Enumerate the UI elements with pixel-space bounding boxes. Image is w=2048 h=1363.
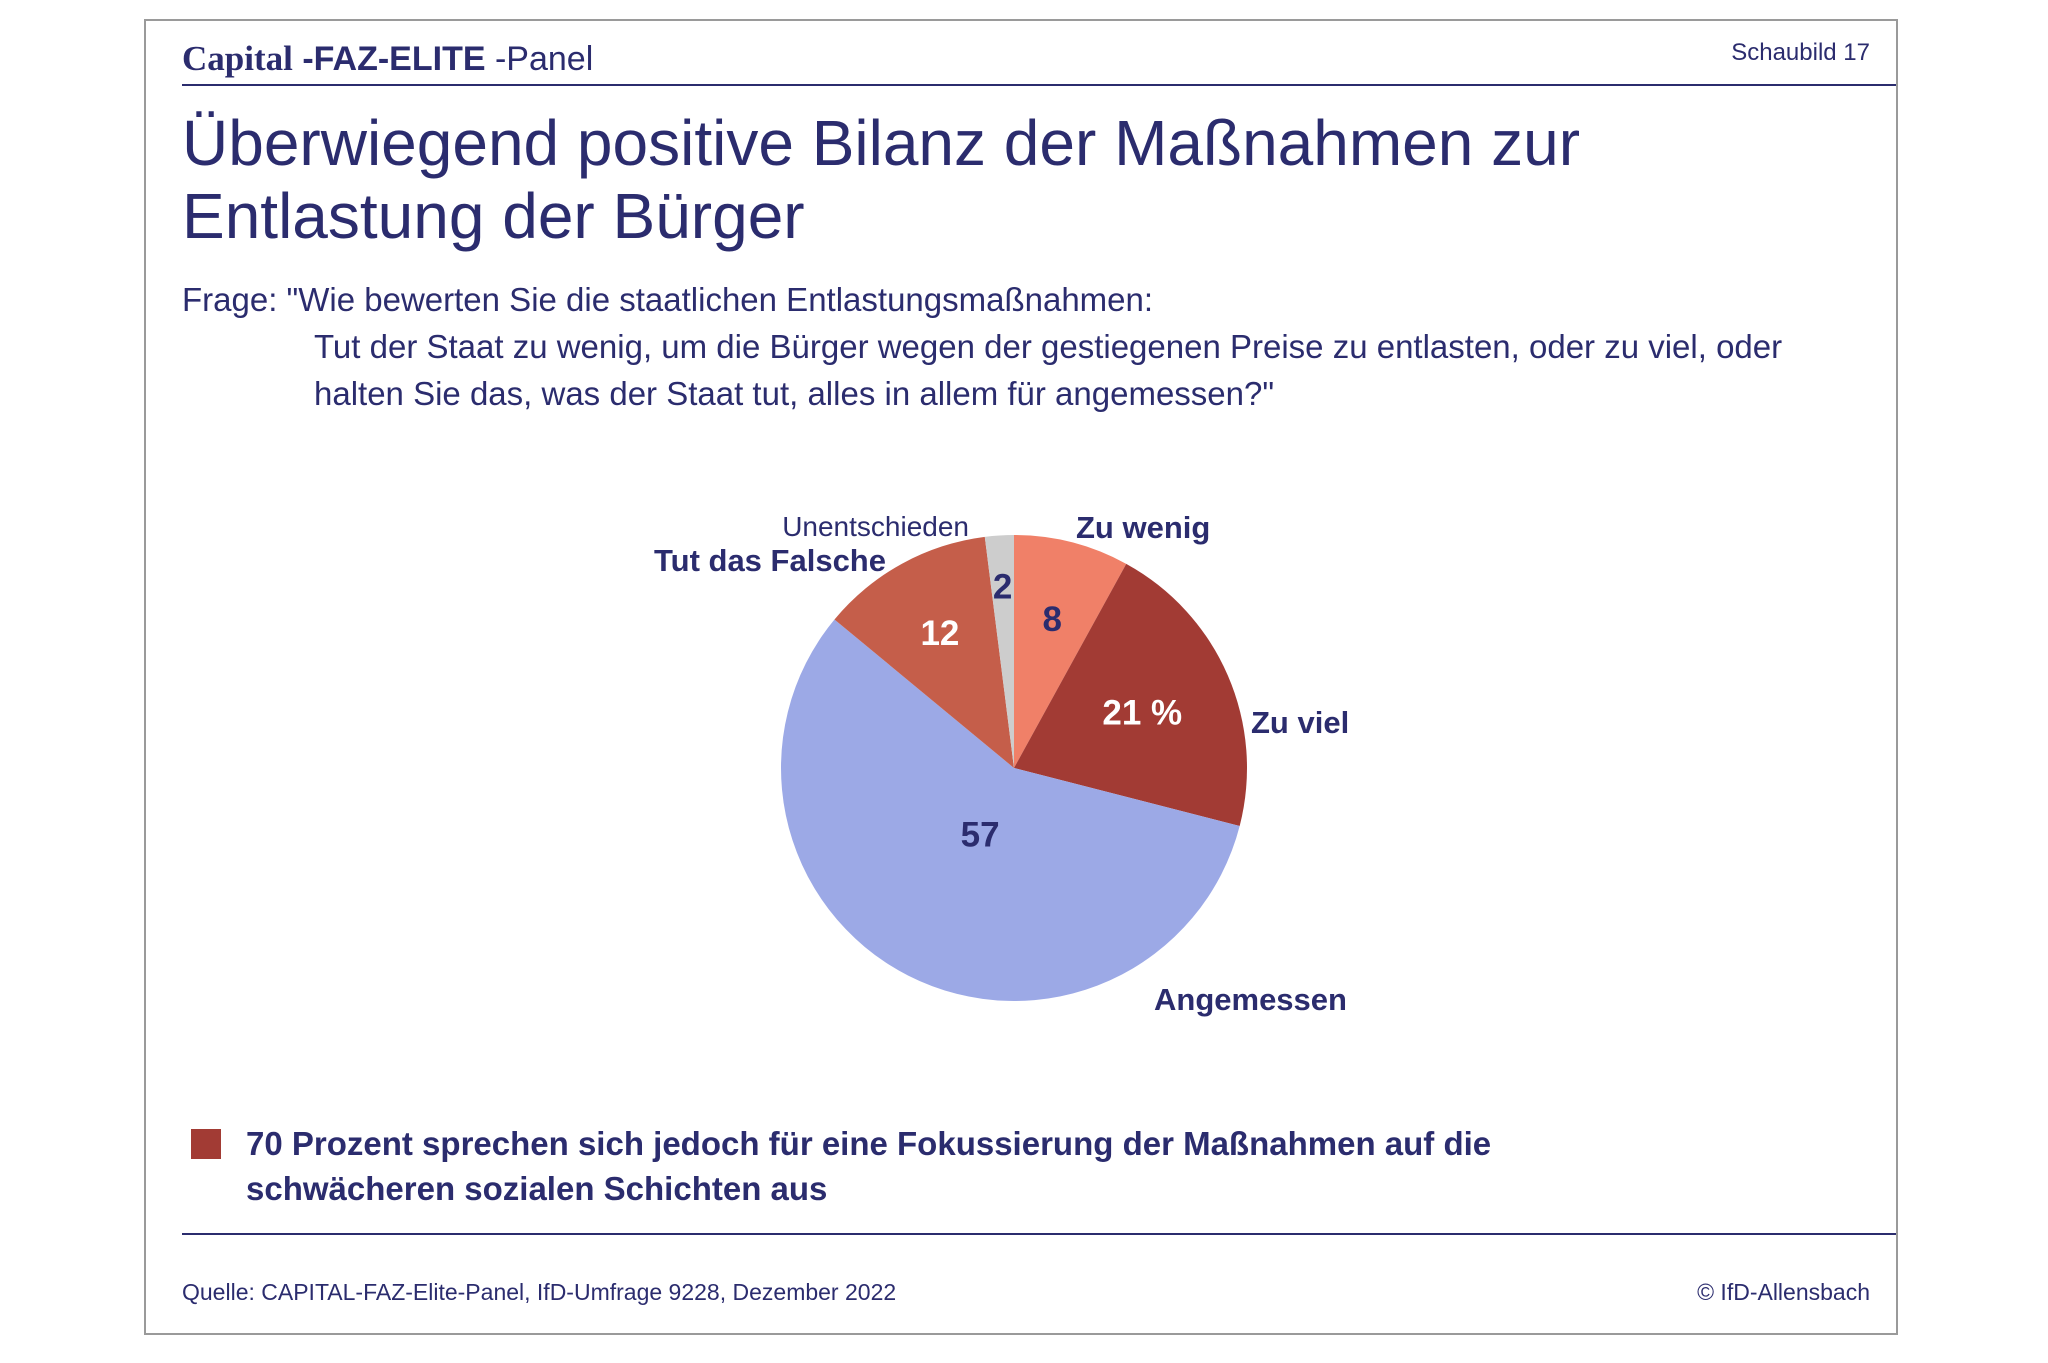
- brand-logo: Capital -FAZ-ELITE -Panel: [182, 39, 593, 79]
- brand-capital: Capital: [182, 39, 293, 78]
- slide-number: Schaubild 17: [1731, 39, 1870, 66]
- value-label-unentschieden: 2: [993, 568, 1012, 607]
- source-citation: Quelle: CAPITAL-FAZ-Elite-Panel, IfD-Umf…: [182, 1279, 897, 1305]
- copyright-notice: © IfD-Allensbach: [1697, 1279, 1870, 1305]
- value-label-zu-viel: 21 %: [1102, 693, 1182, 732]
- question-line-2: Tut der Staat zu wenig, um die Bürger we…: [314, 328, 1783, 412]
- category-label-tut-das-falsche: Tut das Falsche: [654, 543, 886, 578]
- category-label-zu-viel: Zu viel: [1251, 705, 1349, 740]
- question-line-1: Frage: "Wie bewerten Sie die staatlichen…: [182, 281, 1154, 318]
- pie-slice-tut-das-falsche: [834, 536, 1014, 768]
- brand-faz-elite: -FAZ-ELITE: [302, 40, 486, 78]
- category-label-zu-wenig: Zu wenig: [1076, 510, 1210, 545]
- key-finding-note: 70 Prozent sprechen sich jedoch für eine…: [191, 1121, 1691, 1211]
- pie-slice-zu-viel: [1014, 563, 1248, 826]
- survey-question: Frage: "Wie bewerten Sie die staatlichen…: [182, 276, 1862, 417]
- value-label-tut-das-falsche: 12: [920, 614, 959, 653]
- header-divider: [182, 84, 1896, 86]
- note-bullet-square: [191, 1129, 221, 1159]
- pie-slice-angemessen: [781, 619, 1240, 1001]
- brand-panel: -Panel: [494, 40, 594, 78]
- note-text: 70 Prozent sprechen sich jedoch für eine…: [246, 1125, 1492, 1207]
- pie-slice-zu-wenig: [1014, 535, 1127, 768]
- value-label-angemessen: 57: [961, 815, 1000, 854]
- footer-divider: [182, 1233, 1896, 1235]
- chart-title: Überwiegend positive Bilanz der Maßnahme…: [182, 107, 1581, 252]
- pie-slice-unentschieden: [984, 535, 1014, 768]
- category-label-unentschieden: Unentschieden: [782, 511, 969, 542]
- value-label-zu-wenig: 8: [1043, 600, 1062, 639]
- category-label-angemessen: Angemessen: [1154, 982, 1347, 1017]
- slide-frame: Capital -FAZ-ELITE -Panel Schaubild 17 Ü…: [144, 19, 1898, 1335]
